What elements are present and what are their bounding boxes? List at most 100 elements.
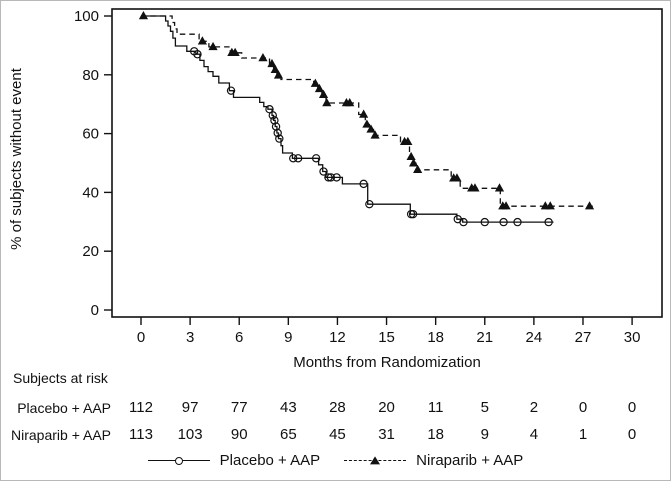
risk-count: 0: [628, 426, 636, 443]
x-tick-label: 27: [575, 329, 592, 346]
censor-triangle: [584, 201, 595, 210]
censor-triangle: [208, 41, 218, 51]
censor-circle: [293, 154, 303, 163]
censor-triangle: [322, 98, 332, 107]
censor-circle: [270, 116, 279, 125]
x-tick-label: 6: [235, 329, 243, 346]
censor-circle: [226, 86, 236, 95]
y-axis-title: % of subjects without event: [8, 68, 25, 250]
censor-circle: [319, 167, 328, 176]
legend-item-niraparib: Niraparib + AAP: [344, 452, 523, 469]
censor-triangle: [258, 53, 268, 62]
risk-row-niraparib: 113 103 90 65 45 31 18 9 4 1 0: [129, 426, 636, 443]
y-tick-label: 0: [91, 302, 99, 319]
censor-circle: [513, 217, 522, 227]
censor-triangle: [359, 109, 369, 118]
censor-triangle: [345, 98, 355, 107]
censor-circle: [311, 154, 321, 163]
filled-triangle-icon: [370, 455, 381, 464]
solid-line-open-circle-marker-icon: [147, 455, 210, 467]
risk-count: 113: [129, 426, 153, 443]
censor-triangle: [406, 151, 416, 161]
censor-triangle: [362, 119, 372, 128]
censor-circle: [359, 179, 368, 189]
x-tick-label: 12: [329, 329, 346, 346]
y-tick-label: 60: [82, 126, 99, 143]
censor-triangle: [408, 158, 419, 167]
censor-circle: [324, 173, 333, 182]
censor-triangle: [470, 183, 480, 192]
risk-count: 0: [579, 399, 587, 416]
risk-count: 77: [231, 399, 248, 416]
legend-label-placebo: Placebo + AAP: [219, 452, 321, 469]
y-tick-label: 100: [74, 8, 99, 25]
x-tick-label: 0: [137, 329, 145, 346]
x-axis: 0 3 6 9 12 15 18 21 24 27 30: [137, 317, 641, 346]
niraparib-censor-marks: [138, 11, 595, 210]
niraparib-curve: [141, 15, 593, 207]
censor-triangle: [501, 201, 511, 210]
risk-count: 1: [579, 426, 587, 443]
risk-count: 31: [378, 426, 395, 443]
censor-circle: [365, 199, 374, 209]
risk-count: 11: [428, 399, 444, 416]
risk-count: 4: [530, 426, 538, 443]
risk-count: 0: [628, 399, 636, 416]
censor-circle: [408, 209, 418, 219]
censor-triangle: [366, 124, 376, 133]
dashed-line-filled-triangle-marker-icon: [344, 455, 407, 467]
y-axis: 0 20 40 60 80 100: [74, 8, 112, 319]
x-tick-label: 9: [284, 329, 292, 346]
x-tick-label: 30: [624, 329, 641, 346]
legend-item-placebo: Placebo + AAP: [147, 452, 321, 469]
risk-count: 9: [481, 426, 489, 443]
risk-count: 65: [280, 426, 297, 443]
censor-triangle: [318, 89, 329, 98]
risk-count: 5: [481, 399, 489, 416]
censor-triangle: [273, 70, 284, 79]
risk-count: 43: [280, 399, 297, 416]
open-circle-icon: [174, 456, 183, 465]
risk-row-placebo: 112 97 77 43 28 20 11 5 2 0 0: [129, 399, 636, 416]
censor-triangle: [494, 183, 505, 192]
censor-triangle: [403, 136, 413, 146]
series-niraparib: [138, 11, 595, 210]
x-tick-label: 15: [378, 329, 395, 346]
legend-label-niraparib: Niraparib + AAP: [416, 452, 524, 469]
censor-triangle: [267, 58, 277, 68]
censor-triangle: [310, 78, 320, 87]
risk-table-title: Subjects at risk: [13, 370, 108, 386]
y-tick-label: 20: [82, 243, 99, 260]
risk-count: 28: [329, 399, 346, 416]
risk-count: 20: [378, 399, 395, 416]
risk-count: 112: [129, 399, 153, 416]
series-placebo: [141, 15, 554, 227]
x-tick-label: 24: [526, 329, 543, 346]
censor-circle: [332, 173, 341, 182]
censor-circle: [275, 134, 284, 143]
censor-triangle: [413, 164, 423, 173]
risk-count: 45: [329, 426, 346, 443]
censor-triangle: [370, 130, 380, 139]
censor-triangle: [270, 64, 280, 74]
censor-triangle: [314, 83, 325, 93]
censor-circle: [459, 217, 468, 227]
risk-count: 90: [231, 426, 248, 443]
x-tick-label: 18: [427, 329, 444, 346]
censor-circle: [268, 111, 277, 120]
censor-circle: [289, 154, 298, 163]
placebo-censor-marks: [190, 47, 553, 227]
legend: Placebo + AAP Niraparib + AAP: [1, 452, 670, 469]
censor-triangle: [197, 36, 207, 45]
risk-count: 97: [182, 399, 199, 416]
x-tick-label: 21: [476, 329, 493, 346]
x-axis-title: Months from Randomization: [293, 354, 481, 371]
censor-circle: [499, 217, 508, 227]
y-tick-label: 80: [82, 67, 99, 84]
risk-row-label-niraparib: Niraparib + AAP: [11, 427, 111, 443]
censor-circle: [480, 217, 489, 227]
censor-circle: [544, 217, 553, 227]
censor-circle: [326, 173, 336, 182]
censor-circle: [273, 128, 282, 138]
x-tick-label: 3: [186, 329, 194, 346]
